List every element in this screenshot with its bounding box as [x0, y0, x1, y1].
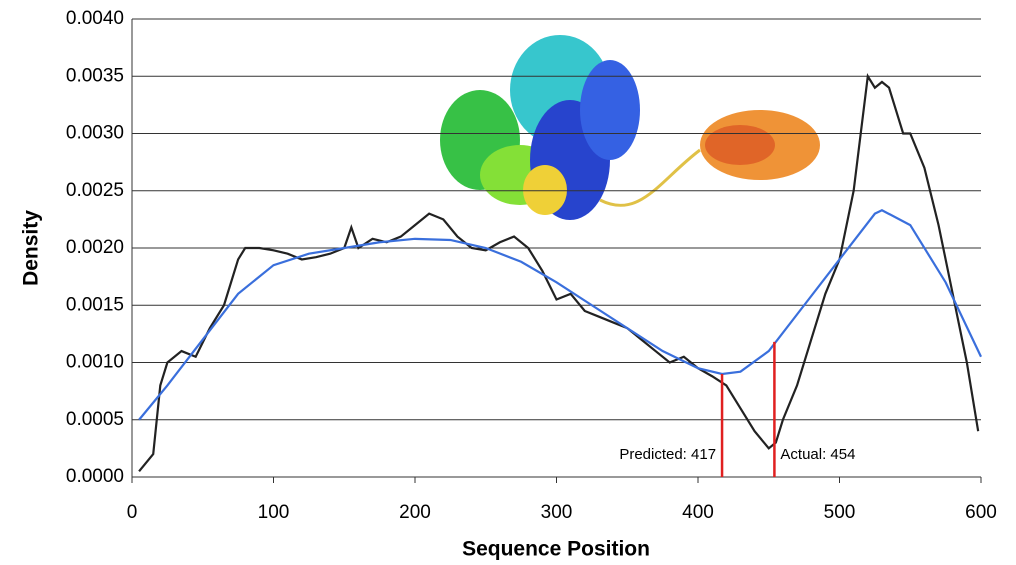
line-series — [138, 73, 980, 472]
line-series — [138, 208, 982, 421]
y-tick-label: 0.0005 — [66, 409, 124, 430]
y-tick-label: 0.0010 — [66, 352, 124, 373]
y-tick-label: 0.0015 — [66, 294, 124, 315]
y-tick-label: 0.0040 — [66, 8, 124, 29]
x-tick-label: 500 — [824, 502, 856, 523]
protein-structure — [440, 35, 820, 220]
y-tick-label: 0.0030 — [66, 123, 124, 144]
y-tick-label: 0.0000 — [66, 466, 124, 487]
x-tick-label: 600 — [965, 502, 997, 523]
x-tick-label: 0 — [127, 502, 138, 523]
x-tick-label: 100 — [258, 502, 290, 523]
x-tick-label: 400 — [682, 502, 714, 523]
x-tick-label: 300 — [541, 502, 573, 523]
annotation-label: Predicted: 417 — [619, 446, 716, 463]
y-tick-label: 0.0035 — [66, 65, 124, 86]
annotation-label: Actual: 454 — [780, 446, 855, 463]
y-tick-label: 0.0025 — [66, 180, 124, 201]
y-tick-label: 0.0020 — [66, 237, 124, 258]
x-tick-label: 200 — [399, 502, 431, 523]
x-axis-title: Sequence Position — [462, 538, 650, 561]
y-axis-title: Density — [20, 210, 43, 286]
